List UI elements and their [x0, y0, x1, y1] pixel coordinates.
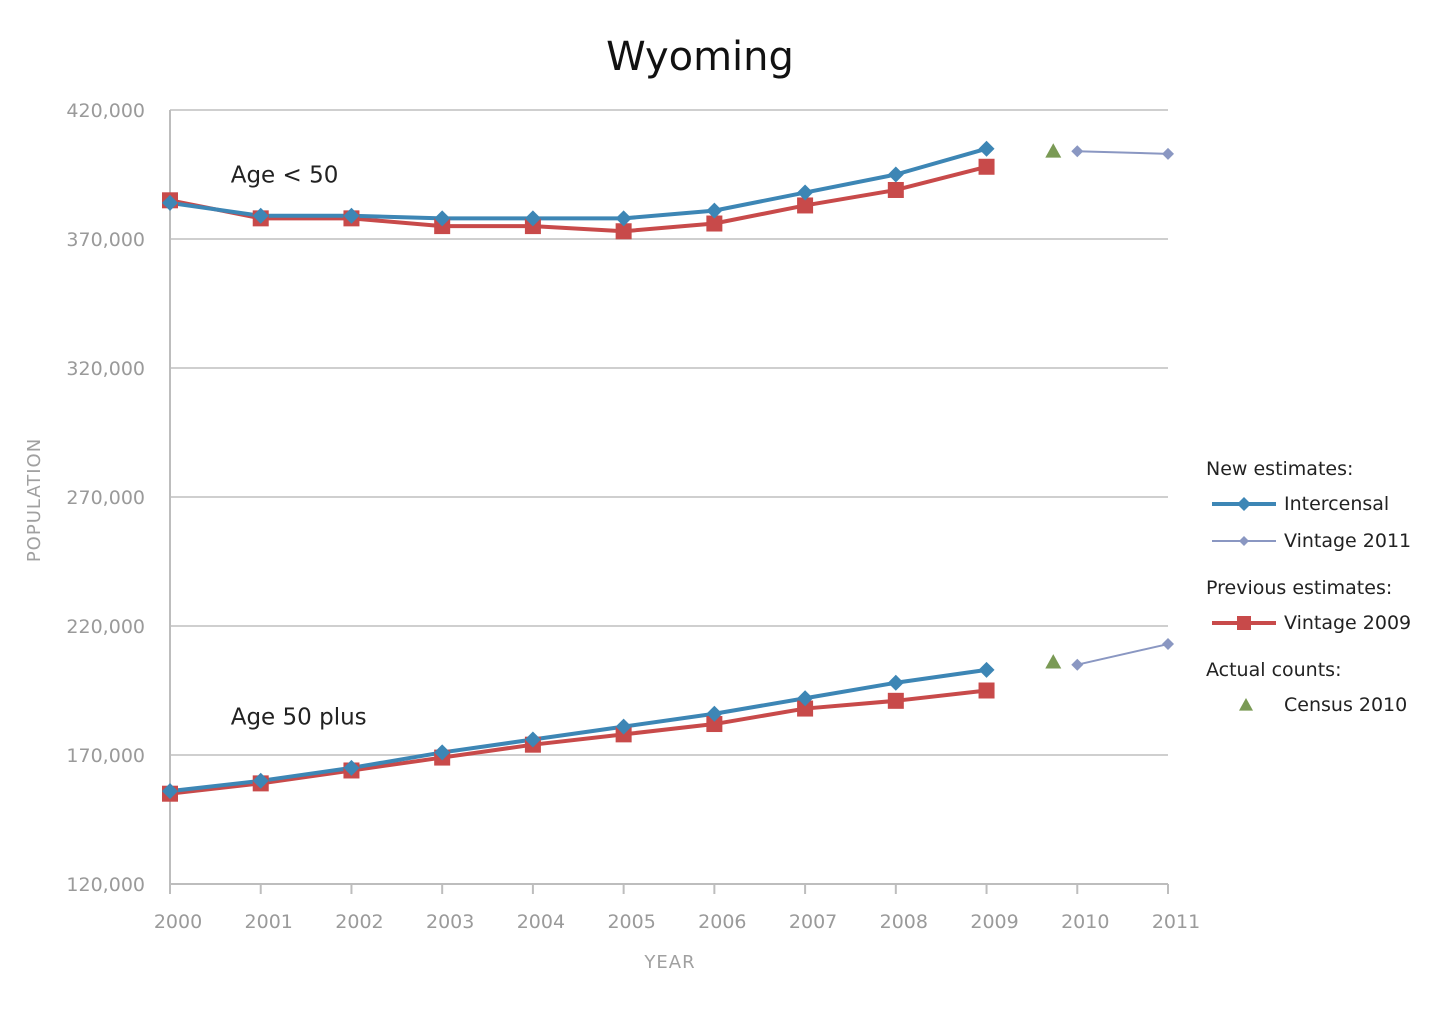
intercensal-marker	[615, 718, 632, 735]
x-tick-label: 2000	[154, 911, 202, 933]
y-tick-label: 370,000	[66, 229, 145, 251]
vintage2009-marker	[797, 700, 814, 717]
x-tick-label: 2008	[880, 911, 928, 933]
x-tick-label: 2011	[1152, 911, 1200, 933]
intercensal-marker	[978, 140, 995, 157]
x-tick-label: 2009	[970, 911, 1018, 933]
vintage2011-line	[1077, 150, 1169, 155]
intercensal-marker	[343, 207, 360, 224]
series-group-label: Age 50 plus	[231, 704, 367, 730]
intercensal-marker	[434, 744, 451, 761]
y-tick-label: 420,000	[66, 100, 145, 122]
legend-entry: Vintage 2009	[1284, 612, 1411, 634]
vintage2009-line	[169, 688, 987, 796]
intercensal-marker	[162, 783, 178, 800]
x-axis-label: YEAR	[643, 952, 695, 973]
axes	[169, 110, 1169, 894]
gridlines	[170, 109, 1168, 756]
vintage2009-line	[169, 164, 988, 234]
annotations: Age < 50 Age 50 plus	[231, 163, 367, 731]
vintage2011-marker	[1162, 638, 1174, 651]
vintage2011-marker	[1071, 658, 1084, 671]
legend-symbol	[1237, 497, 1251, 511]
intercensal-line	[169, 667, 987, 794]
y-axis-label: POPULATION	[24, 438, 45, 562]
x-tick-label: 2001	[245, 911, 293, 933]
vintage2011-marker	[1071, 145, 1084, 158]
intercensal-marker	[434, 210, 451, 227]
x-tick-label: 2007	[789, 911, 837, 933]
vintage2009-marker	[797, 197, 814, 214]
intercensal-line	[169, 146, 988, 221]
legend-symbol	[1239, 698, 1253, 711]
intercensal-marker	[797, 690, 814, 707]
x-tick-label: 2003	[426, 911, 474, 933]
census2010-marker	[1045, 143, 1062, 158]
series-group-label: Age < 50	[231, 163, 339, 189]
intercensal-marker	[252, 207, 269, 224]
legend-heading: New estimates:	[1206, 458, 1353, 480]
intercensal-marker	[252, 772, 269, 789]
intercensal-marker	[887, 674, 904, 691]
y-tick-label: 170,000	[66, 745, 145, 767]
series-markers	[162, 140, 1174, 802]
vintage2009-marker	[706, 215, 723, 232]
intercensal-marker	[706, 202, 723, 219]
y-tick-label: 120,000	[66, 874, 145, 896]
vintage2009-marker	[978, 158, 995, 175]
vintage2009-marker	[887, 181, 904, 198]
intercensal-marker	[887, 166, 904, 183]
x-tick-label: 2010	[1061, 911, 1109, 933]
legend-entry: Census 2010	[1284, 694, 1407, 716]
x-tick-label: 2002	[335, 911, 383, 933]
y-tick-labels: 420,000 370,000 320,000 270,000 220,000 170,0…	[66, 100, 145, 896]
series-lines	[169, 146, 1169, 796]
x-tick-label: 2005	[607, 911, 655, 933]
intercensal-marker	[978, 661, 995, 678]
x-tick-label: 2004	[517, 911, 565, 933]
y-tick-label: 220,000	[66, 616, 145, 638]
census2010-marker	[1045, 654, 1062, 669]
legend-symbol	[1239, 536, 1249, 546]
intercensal-marker	[524, 731, 541, 748]
intercensal-marker	[162, 194, 178, 211]
vintage2009-marker	[706, 716, 723, 733]
x-tick-label: 2006	[698, 911, 746, 933]
vintage2009-marker	[615, 223, 632, 240]
chart-title: Wyoming	[606, 34, 794, 80]
legend-entry: Vintage 2011	[1284, 530, 1411, 552]
intercensal-marker	[343, 759, 360, 776]
legend-heading: Actual counts:	[1206, 659, 1341, 681]
x-tick-labels: 2000 2001 2002 2003 2004 2005 2006 2007 2008 2009…	[154, 911, 1200, 933]
vintage2009-marker	[978, 682, 995, 699]
vintage2009-marker	[887, 692, 904, 709]
intercensal-marker	[615, 210, 632, 227]
legend-entry: Intercensal	[1284, 493, 1389, 515]
vintage2011-line	[1077, 643, 1169, 666]
intercensal-marker	[524, 210, 541, 227]
intercensal-marker	[706, 705, 723, 722]
intercensal-marker	[797, 184, 814, 201]
legend-symbol	[1237, 616, 1251, 630]
y-tick-label: 320,000	[66, 358, 145, 380]
legend-heading: Previous estimates:	[1206, 577, 1392, 599]
vintage2011-marker	[1162, 147, 1174, 160]
y-tick-label: 270,000	[66, 487, 145, 509]
legend: New estimates: Intercensal Vintage 2011 Pre…	[1206, 458, 1411, 716]
